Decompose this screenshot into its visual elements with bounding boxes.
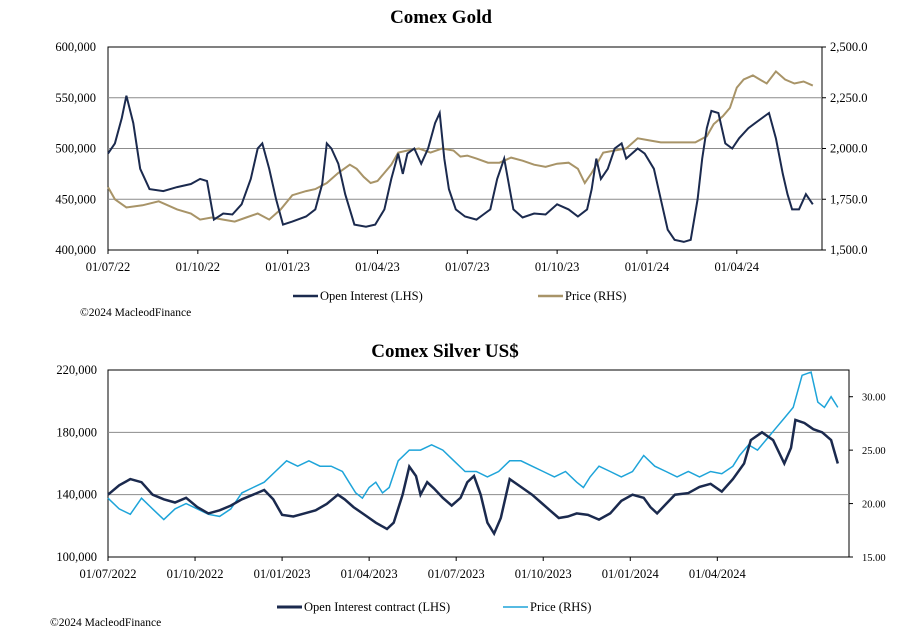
gold-left-tick-label: 450,000 (55, 192, 96, 206)
silver-left-tick-label: 220,000 (56, 363, 97, 377)
silver-left-tick-label: 140,000 (56, 488, 97, 502)
gold-left-axis: 400,000 450,000 500,000 550,000 600,000 (55, 40, 96, 257)
silver-legend-open-interest-label: Open Interest contract (LHS) (304, 600, 450, 614)
silver-left-axis: 100,000 140,000 180,000 220,000 (56, 363, 97, 564)
gold-right-tick-label: 2,250.0 (830, 91, 868, 105)
silver-right-tick-label: 20.00 (862, 500, 886, 511)
silver-right-tick-label: 15.00 (862, 553, 886, 564)
gold-x-tick-label: 01/01/23 (265, 260, 309, 274)
gold-right-axis: 1,500.0 1,750.0 2,000.0 2,250.0 2,500.0 (822, 40, 868, 257)
gold-x-tick-label: 01/01/24 (625, 260, 670, 274)
gold-chart-title: Comex Gold (390, 7, 492, 28)
gold-right-tick-label: 2,500.0 (830, 40, 868, 54)
silver-chart-title: Comex Silver US$ (371, 341, 518, 362)
gold-x-tick-label: 01/04/23 (355, 260, 399, 274)
gold-right-tick-label: 2,000.0 (830, 142, 868, 156)
silver-price-series-line (107, 371, 839, 521)
silver-x-tick-label: 01/04/2024 (689, 567, 747, 581)
gold-open-interest-series-line (107, 95, 814, 243)
silver-right-axis: 15.00 20.00 25.00 30.00 (849, 393, 886, 564)
gold-legend-price-label: Price (RHS) (565, 289, 626, 303)
gold-x-tick-label: 01/10/23 (535, 260, 579, 274)
silver-right-tick-label: 30.00 (862, 393, 886, 404)
gold-x-tick-label: 01/07/22 (86, 260, 130, 274)
gold-right-tick-label: 1,750.0 (830, 192, 868, 206)
silver-x-axis: 01/07/2022 01/10/2022 01/01/2023 01/04/2023… (80, 557, 747, 581)
silver-left-tick-label: 180,000 (56, 425, 97, 439)
gold-left-tick-label: 500,000 (55, 142, 96, 156)
gold-price-series-line (107, 69, 814, 223)
gold-left-tick-label: 550,000 (55, 91, 96, 105)
gold-copyright: ©2024 MacleodFinance (80, 307, 191, 319)
gold-left-tick-label: 600,000 (55, 40, 96, 54)
silver-right-tick-label: 25.00 (862, 446, 886, 457)
gold-left-tick-label: 400,000 (55, 243, 96, 257)
silver-copyright: ©2024 MacleodFinance (50, 617, 161, 629)
silver-x-tick-label: 01/10/2023 (515, 567, 572, 581)
silver-plot-frame (107, 369, 850, 558)
gold-x-axis: 01/07/22 01/10/22 01/01/23 01/04/23 01/07/23… (86, 250, 760, 274)
gold-x-tick-label: 01/07/23 (445, 260, 489, 274)
gold-x-tick-label: 01/10/22 (176, 260, 220, 274)
silver-open-interest-series-line (107, 418, 840, 537)
silver-x-tick-label: 01/07/2022 (80, 567, 137, 581)
gold-x-tick-label: 01/04/24 (715, 260, 760, 274)
silver-legend-price-label: Price (RHS) (530, 600, 591, 614)
silver-grid (108, 431, 849, 496)
gold-right-tick-label: 1,500.0 (830, 243, 868, 257)
silver-x-tick-label: 01/10/2022 (167, 567, 224, 581)
gold-legend-open-interest-label: Open Interest (LHS) (320, 289, 423, 303)
silver-left-tick-label: 100,000 (56, 550, 97, 564)
silver-x-tick-label: 01/07/2023 (428, 567, 485, 581)
silver-x-tick-label: 01/01/2024 (602, 567, 660, 581)
silver-x-tick-label: 01/01/2023 (254, 567, 311, 581)
silver-x-tick-label: 01/04/2023 (341, 567, 398, 581)
